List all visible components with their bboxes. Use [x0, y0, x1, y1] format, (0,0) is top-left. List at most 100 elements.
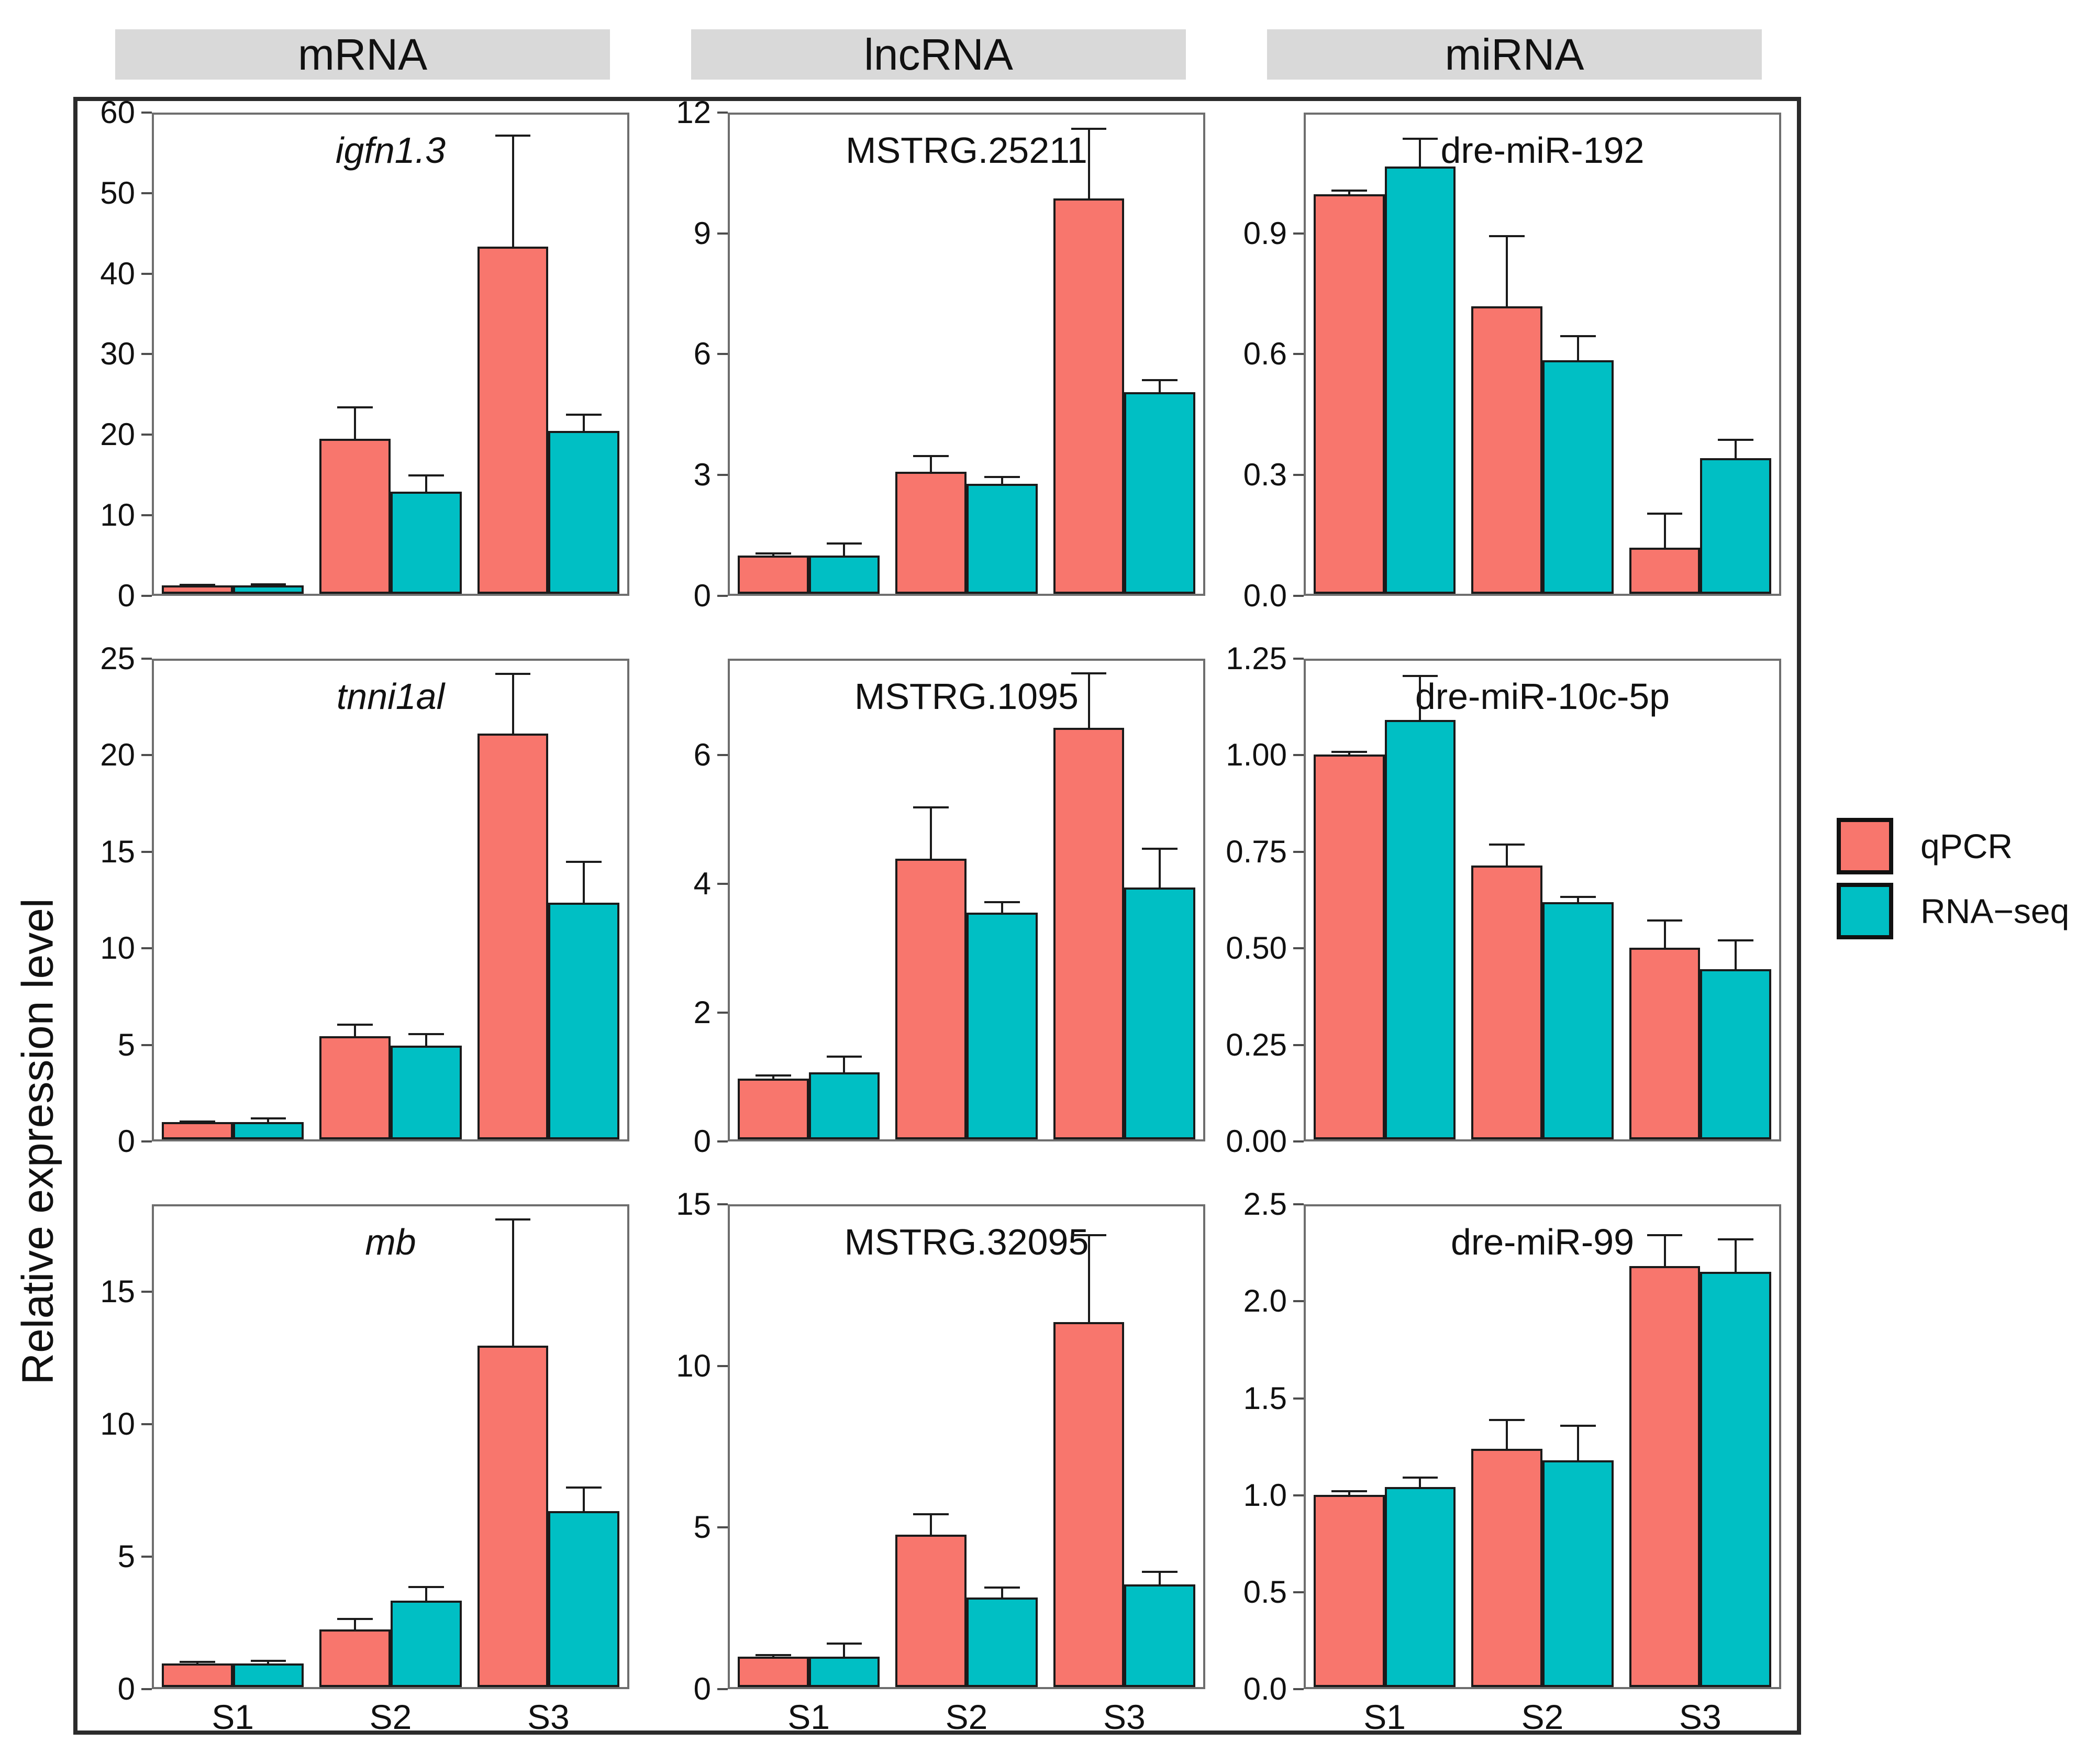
y-axis-label: Relative expression level [13, 898, 62, 1385]
bar-qpcr [1053, 1322, 1125, 1687]
y-tick-mark [141, 1423, 152, 1426]
error-bar-stem [772, 1075, 774, 1079]
y-tick-mark [1293, 1300, 1304, 1303]
bar-rnaseq [548, 430, 619, 594]
y-tick-label: 0.25 [1226, 1027, 1287, 1062]
y-tick-mark [141, 353, 152, 356]
error-bar-stem [1087, 673, 1090, 728]
error-bar-stem [1419, 675, 1421, 720]
y-tick-label: 0.5 [1243, 1574, 1287, 1610]
y-tick-mark [141, 1688, 152, 1690]
column-header-mrna: mRNA [115, 29, 610, 80]
bar-rnaseq [1542, 1460, 1614, 1687]
error-bar-cap [179, 1661, 215, 1663]
bar-rnaseq [1700, 1272, 1771, 1687]
panel-title: MSTRG.32095 [844, 1222, 1089, 1263]
x-tick-label: S2 [1521, 1698, 1564, 1736]
error-bar-stem [583, 861, 585, 903]
panel-MSTRG.32095: MSTRG.32095 [728, 1204, 1205, 1689]
bar-qpcr [319, 1629, 391, 1687]
error-bar-cap [408, 1033, 444, 1036]
error-bar-cap [1489, 235, 1525, 238]
y-tick-mark [141, 1044, 152, 1046]
error-bar-cap [1402, 137, 1438, 140]
error-bar-cap [826, 1643, 862, 1645]
bar-rnaseq [1124, 392, 1195, 594]
y-tick-mark [1293, 353, 1304, 356]
y-tick-mark [717, 474, 728, 476]
error-bar-cap [495, 1218, 531, 1221]
panel-title: dre-miR-99 [1450, 1222, 1635, 1263]
y-tick-mark [141, 1291, 152, 1293]
error-bar-cap [984, 476, 1020, 479]
bar-qpcr [1471, 1448, 1542, 1687]
bar-qpcr [1471, 306, 1542, 594]
bar-rnaseq [808, 1072, 880, 1140]
panel-tnni1al: tnni1al [152, 658, 629, 1142]
bar-qpcr [895, 858, 967, 1140]
legend-item-qpcr: qPCR [1837, 818, 2013, 874]
legend-label-qpcr: qPCR [1920, 827, 2013, 866]
bar-qpcr [162, 1122, 233, 1140]
column-header-lncrna: lncRNA [691, 29, 1186, 80]
error-bar-stem [1663, 1235, 1666, 1267]
y-tick-label: 5 [117, 1027, 135, 1062]
y-tick-label: 0.3 [1243, 457, 1287, 492]
y-tick-mark [141, 514, 152, 516]
error-bar-stem [512, 674, 514, 734]
error-bar-stem [267, 1660, 270, 1663]
panel-title: MSTRG.25211 [846, 130, 1087, 171]
x-tick-label: S2 [369, 1698, 412, 1736]
error-bar-stem [1663, 920, 1666, 948]
error-bar-stem [354, 1618, 357, 1629]
y-tick-label: 1.0 [1243, 1477, 1287, 1513]
error-bar-cap [1647, 513, 1683, 515]
panel-dre-miR-192: dre-miR-192 [1304, 113, 1781, 596]
bar-qpcr [1053, 198, 1125, 594]
error-bar-cap [1402, 1476, 1438, 1479]
y-tick-label: 0 [117, 1124, 135, 1159]
error-bar-stem [425, 1587, 427, 1601]
y-tick-label: 10 [100, 1406, 135, 1442]
bar-qpcr [1053, 727, 1125, 1140]
y-tick-mark [1293, 1140, 1304, 1143]
bar-rnaseq [548, 1511, 619, 1687]
y-tick-label: 5 [693, 1510, 711, 1545]
y-tick-mark [1293, 1494, 1304, 1496]
error-bar-stem [1419, 138, 1421, 167]
error-bar-cap [755, 1074, 791, 1077]
bar-qpcr [738, 1656, 809, 1687]
error-bar-cap [913, 806, 949, 809]
y-tick-mark [717, 1688, 728, 1690]
y-tick-label: 2.0 [1243, 1283, 1287, 1319]
error-bar-cap [1560, 335, 1596, 338]
y-tick-mark [717, 1203, 728, 1206]
y-tick-mark [1293, 1591, 1304, 1593]
y-tick-mark [1293, 594, 1304, 597]
error-bar-cap [1489, 1418, 1525, 1421]
y-tick-label: 15 [676, 1186, 711, 1222]
y-tick-label: 40 [100, 256, 135, 291]
error-bar-stem [354, 407, 357, 439]
y-tick-mark [717, 754, 728, 757]
bar-rnaseq [232, 585, 304, 594]
y-tick-label: 10 [100, 930, 135, 966]
error-bar-stem [1087, 128, 1090, 199]
x-tick-label: S3 [1103, 1698, 1146, 1736]
error-bar-cap [1402, 674, 1438, 677]
error-bar-stem [1735, 1239, 1737, 1272]
y-tick-label: 60 [100, 95, 135, 130]
y-tick-mark [1293, 1397, 1304, 1400]
bar-qpcr [477, 246, 549, 594]
y-tick-label: 0 [693, 1671, 711, 1706]
bar-rnaseq [808, 556, 880, 594]
y-tick-label: 1.25 [1226, 640, 1287, 676]
error-bar-cap [495, 673, 531, 675]
error-bar-cap [1560, 1424, 1596, 1427]
error-bar-stem [1576, 897, 1579, 902]
y-tick-label: 15 [100, 1274, 135, 1310]
error-bar-stem [1087, 1235, 1090, 1322]
error-bar-stem [512, 1219, 514, 1346]
x-tick-label: S1 [212, 1698, 254, 1736]
